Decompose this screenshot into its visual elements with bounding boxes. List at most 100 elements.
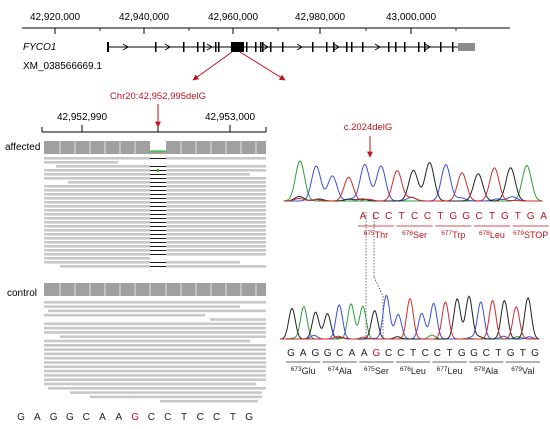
sequencing-read: [166, 221, 266, 224]
sequencing-read: [70, 391, 262, 394]
sequencing-read: [44, 197, 150, 200]
codon-number: 673: [291, 366, 302, 373]
sequencing-read: [44, 161, 118, 164]
sequence-base: G: [312, 348, 320, 359]
sequencing-read: [44, 177, 150, 180]
exon: [312, 42, 314, 52]
exon: [395, 42, 397, 52]
exon: [270, 42, 272, 52]
control-coverage-bar: [44, 283, 266, 296]
sequence-base: T: [520, 348, 526, 359]
affected-coverage-bar: [150, 151, 166, 154]
deletion-gap: [150, 178, 166, 179]
genome-tick-label: 42,940,000: [119, 12, 169, 23]
track-label-affected: affected: [5, 142, 40, 153]
sequencing-read: [166, 193, 266, 196]
sequencing-read: [44, 382, 256, 386]
codon-amino-acid: STOP: [524, 230, 548, 240]
genome-tick-label: 42,960,000: [208, 12, 258, 23]
alignment-guides: [365, 212, 384, 340]
sequence-base: C: [411, 211, 418, 222]
zoom-arrow-left: [192, 51, 233, 81]
sequencing-read: [44, 249, 150, 252]
sequence-base: C: [397, 348, 404, 359]
track-label-control: control: [7, 288, 37, 299]
genomic-variant-label: Chr20:42,952,995delG: [110, 91, 206, 102]
genome-tick-label: 42,920,000: [30, 12, 80, 23]
deletion-gap: [150, 194, 166, 195]
codon-label: 677Leu: [437, 366, 463, 376]
codon-amino-acid: Ser: [375, 366, 389, 376]
exon: [440, 42, 442, 52]
sequencing-read: [44, 229, 150, 232]
deletion-gap: [150, 202, 166, 203]
sequencing-read: [44, 173, 150, 176]
sequencing-read: [44, 261, 150, 264]
sequencing-read: [56, 165, 150, 168]
sequence-base: T: [399, 211, 405, 222]
sequencing-read: [166, 261, 240, 264]
sequence-base: T: [515, 211, 521, 222]
sequence-base: C: [336, 348, 343, 359]
exon-utr: [458, 43, 475, 51]
codon-label: 679STOP: [513, 230, 548, 240]
mismatch-base: [157, 169, 159, 172]
sequencing-read: [166, 245, 266, 248]
sequencing-read: [48, 387, 266, 390]
control-reads: [44, 301, 266, 403]
exon: [183, 42, 185, 52]
sequencing-read: [166, 201, 266, 204]
sequencing-read: [44, 233, 150, 236]
sequence-base: T: [495, 348, 501, 359]
intron-direction-chevron: [374, 43, 381, 51]
reference-base: C: [83, 412, 90, 423]
sequence-base: A: [361, 348, 368, 359]
sequence-base: G: [373, 348, 381, 359]
exon: [326, 42, 328, 52]
transcript-id: XM_038566669.1: [23, 61, 102, 72]
intron-direction-chevron: [424, 43, 431, 51]
sequencing-read: [166, 169, 266, 172]
sequencing-read: [166, 213, 266, 216]
zoom-indicator: [192, 51, 286, 81]
zoom-tick-label-1: 42,953,000: [205, 112, 255, 123]
sequencing-read: [44, 241, 150, 244]
reference-base: A: [115, 412, 122, 423]
sequence-base: G: [501, 211, 509, 222]
sequencing-read: [44, 253, 150, 256]
sequencing-read: [44, 374, 266, 377]
zoom-tick-label-0: 42,952,990: [57, 112, 107, 123]
sequencing-read: [44, 301, 266, 304]
deletion-gap: [150, 198, 166, 199]
codon-label: 675Ser: [364, 366, 389, 376]
exon: [346, 42, 348, 52]
codon-number: 676: [402, 230, 413, 237]
deletion-gap: [150, 218, 166, 219]
sequence-base: C: [434, 348, 441, 359]
deletion-gap: [150, 262, 166, 263]
deletion-gap: [150, 158, 166, 159]
sequencing-read: [166, 253, 266, 256]
exon: [260, 42, 262, 52]
intron-direction-chevron: [333, 43, 340, 51]
codon-number: 676: [400, 366, 411, 373]
sequencing-read: [44, 237, 150, 240]
reference-base: T: [181, 412, 187, 423]
intron-direction-chevron: [296, 43, 303, 51]
codon-label: 674Ala: [328, 366, 352, 376]
sequencing-read: [166, 249, 266, 252]
control-coverage-track: [44, 283, 266, 296]
sequencing-read: [44, 348, 266, 351]
deletion-gap: [150, 226, 166, 227]
genome-tick-label: 43,000,000: [386, 12, 436, 23]
codon-amino-acid: Glu: [302, 366, 316, 376]
codon-amino-acid: Thr: [375, 230, 389, 240]
exon: [197, 42, 199, 52]
affected-reads: [44, 157, 266, 268]
sequencing-read: [60, 265, 150, 268]
intron-direction-chevron: [262, 43, 269, 51]
sequencing-read: [48, 309, 266, 313]
